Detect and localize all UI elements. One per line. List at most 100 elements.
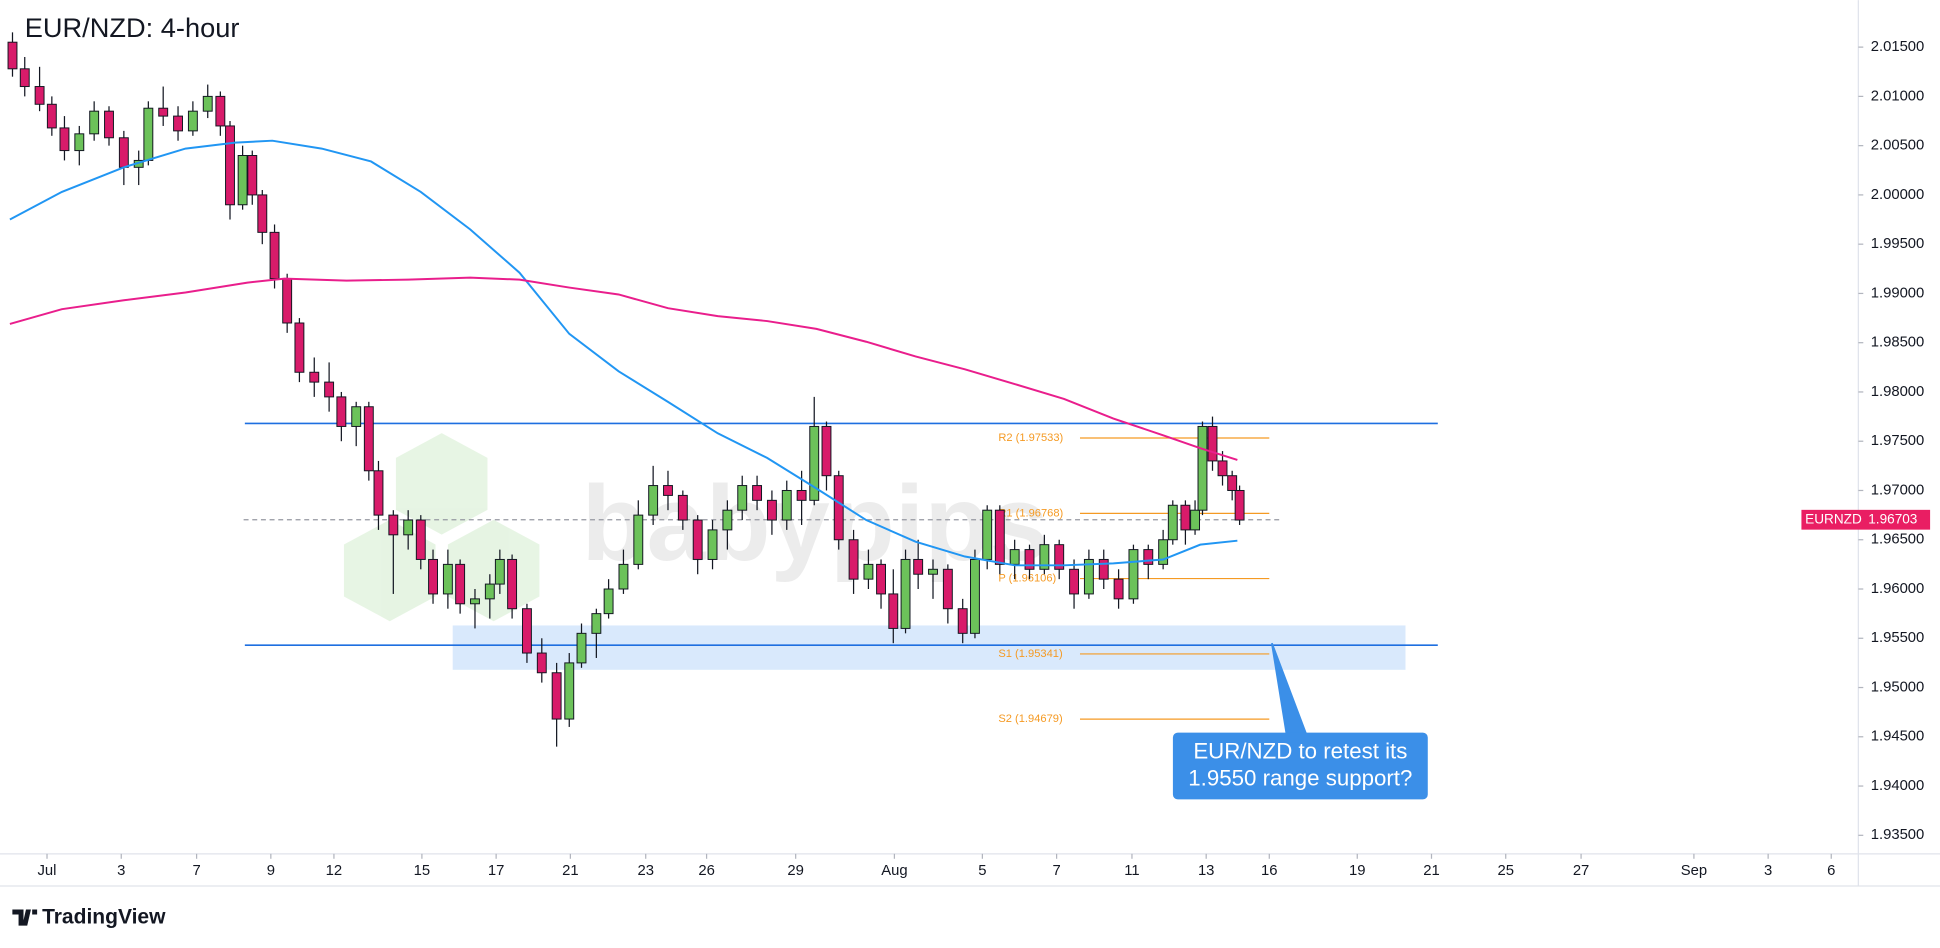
candle-body xyxy=(1207,425,1218,462)
x-tick-label: 7 xyxy=(1052,863,1060,879)
candle-body xyxy=(202,95,213,112)
x-tick-label: 6 xyxy=(1827,863,1835,879)
candle-body xyxy=(1217,460,1228,477)
current-price-symbol: EURNZD xyxy=(1805,511,1862,526)
candle-body xyxy=(1069,568,1080,595)
candle-body xyxy=(89,110,100,135)
candle-body xyxy=(848,539,859,580)
callout-box xyxy=(1172,732,1428,800)
x-tick-label: 21 xyxy=(562,863,579,879)
y-tick-label: 1.96500 xyxy=(1871,532,1925,548)
x-tick-label: 3 xyxy=(117,863,125,879)
candle-body xyxy=(677,494,688,521)
candle-body xyxy=(187,110,198,132)
candle-body xyxy=(118,137,129,168)
current-price-value: 1.96703 xyxy=(1868,511,1917,526)
x-tick-label: 16 xyxy=(1261,863,1278,879)
x-tick-label: Jul xyxy=(38,863,57,879)
candle-body xyxy=(46,103,57,129)
candle-body xyxy=(1190,509,1201,531)
x-tick-label: 29 xyxy=(787,863,803,879)
candle-body xyxy=(388,514,399,536)
candle-body xyxy=(415,519,426,560)
candle-body xyxy=(309,371,320,383)
y-tick-label: 1.93500 xyxy=(1871,827,1925,843)
candle-body xyxy=(104,110,114,139)
x-tick-label: 11 xyxy=(1124,863,1139,879)
candle-body xyxy=(1083,558,1094,595)
x-tick-label: 23 xyxy=(637,863,654,879)
candle-body xyxy=(363,406,374,472)
candle-body xyxy=(7,41,18,70)
candle-body xyxy=(282,278,293,324)
x-tick-label: 26 xyxy=(698,863,715,879)
candle-body xyxy=(591,613,602,634)
x-tick-label: 7 xyxy=(192,863,200,879)
candle-body xyxy=(1180,504,1191,531)
y-tick-label: 2.00500 xyxy=(1871,138,1925,154)
y-tick-label: 1.95500 xyxy=(1871,630,1925,646)
x-tick-label: 27 xyxy=(1573,863,1590,879)
y-tick-label: 1.98000 xyxy=(1871,384,1925,400)
x-tick-label: 3 xyxy=(1764,863,1772,879)
candle-body xyxy=(173,115,183,132)
candle-body xyxy=(737,485,748,511)
candle-body xyxy=(143,107,154,161)
candle-body xyxy=(722,509,733,531)
candle-body xyxy=(237,155,248,206)
candle-body xyxy=(648,485,659,516)
candle-body xyxy=(536,652,547,674)
candle-body xyxy=(576,632,587,664)
candle-body xyxy=(876,563,886,595)
y-tick-label: 1.99500 xyxy=(1871,236,1925,252)
candle-body xyxy=(633,514,644,565)
candle-body xyxy=(225,125,235,206)
pivot-label: R2 (1.97533) xyxy=(998,432,1063,444)
candle-body xyxy=(74,133,85,152)
candle-body xyxy=(1227,475,1238,491)
y-tick-label: 2.00000 xyxy=(1871,187,1925,203)
x-tick-label: 9 xyxy=(267,863,275,879)
candle-body xyxy=(351,406,362,427)
candle-body xyxy=(551,672,562,720)
candle-body xyxy=(257,194,268,233)
candle-body xyxy=(796,489,807,501)
candle-body xyxy=(1039,544,1050,570)
candle-body xyxy=(324,381,335,398)
candle-body xyxy=(707,529,718,560)
candle-body xyxy=(863,563,874,580)
candle-body xyxy=(403,519,414,536)
candle-body xyxy=(1167,504,1178,541)
candle-body xyxy=(781,489,792,521)
candle-body xyxy=(1113,578,1124,600)
candle-body xyxy=(982,509,993,560)
current-price-tag: EURNZD 1.96703 xyxy=(1801,509,1931,530)
candle-body xyxy=(970,558,980,634)
support-zone xyxy=(452,625,1406,670)
y-tick-label: 2.01500 xyxy=(1871,39,1925,55)
x-tick-label: 15 xyxy=(414,863,431,879)
candle-body xyxy=(1009,549,1020,565)
candle-body xyxy=(373,470,384,516)
candle-body xyxy=(1197,425,1208,511)
candle-body xyxy=(1158,539,1169,565)
candle-body xyxy=(692,519,703,560)
candle-body xyxy=(34,86,45,105)
candle-body xyxy=(158,107,169,117)
x-tick-label: 21 xyxy=(1423,863,1440,879)
candle-body xyxy=(564,662,575,720)
brand-icon xyxy=(12,909,38,926)
candle-body xyxy=(766,499,777,521)
y-tick-label: 1.95000 xyxy=(1871,679,1925,695)
candle-body xyxy=(809,425,820,501)
candle-body xyxy=(442,563,453,595)
candle-body xyxy=(455,563,466,605)
brand: TradingView xyxy=(12,906,166,929)
candle-body xyxy=(1128,549,1139,600)
candle-body xyxy=(59,127,70,152)
callout-text: 1.9550 range support? xyxy=(1188,765,1412,790)
candle-body xyxy=(821,425,832,477)
moving-average xyxy=(9,276,1238,461)
candle-body xyxy=(618,563,629,590)
